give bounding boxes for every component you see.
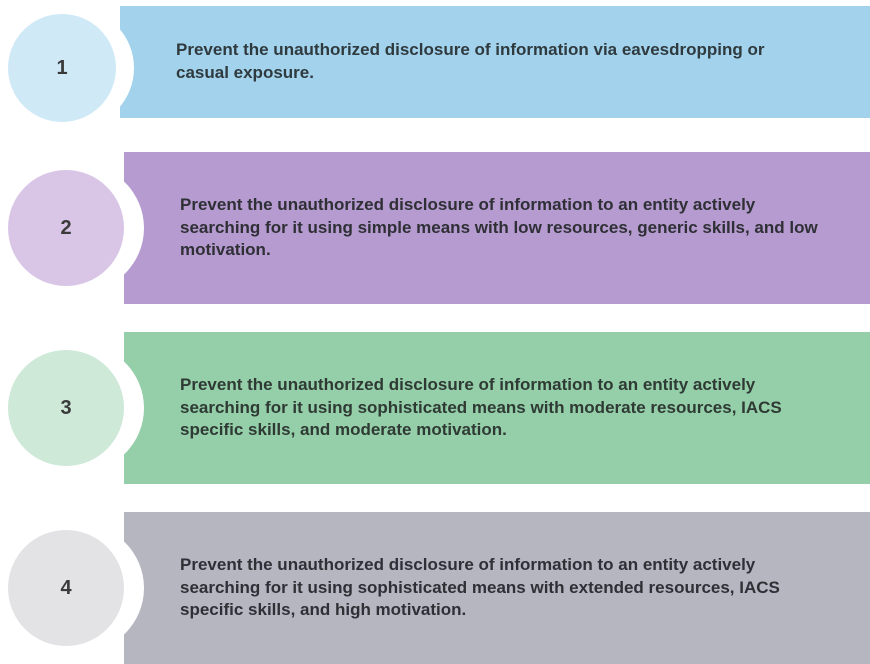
- level-banner-4: Prevent the unauthorized disclosure of i…: [124, 512, 870, 664]
- level-row-1: Prevent the unauthorized disclosure of i…: [0, 0, 870, 124]
- level-banner-1: Prevent the unauthorized disclosure of i…: [120, 6, 870, 118]
- level-number-circle-1: 1: [8, 14, 116, 122]
- level-number-circle-2: 2: [8, 170, 124, 286]
- level-text-4: Prevent the unauthorized disclosure of i…: [180, 554, 820, 623]
- level-number-3: 3: [60, 397, 71, 420]
- level-number-1: 1: [56, 57, 67, 80]
- level-number-4: 4: [60, 577, 71, 600]
- level-number-circle-3: 3: [8, 350, 124, 466]
- level-row-2: Prevent the unauthorized disclosure of i…: [0, 152, 870, 304]
- level-text-2: Prevent the unauthorized disclosure of i…: [180, 194, 820, 263]
- level-banner-3: Prevent the unauthorized disclosure of i…: [124, 332, 870, 484]
- level-banner-2: Prevent the unauthorized disclosure of i…: [124, 152, 870, 304]
- level-number-circle-4: 4: [8, 530, 124, 646]
- security-levels-infographic: Prevent the unauthorized disclosure of i…: [0, 0, 870, 664]
- level-text-3: Prevent the unauthorized disclosure of i…: [180, 374, 820, 443]
- level-row-3: Prevent the unauthorized disclosure of i…: [0, 332, 870, 484]
- level-number-2: 2: [60, 217, 71, 240]
- level-text-1: Prevent the unauthorized disclosure of i…: [176, 39, 816, 85]
- level-row-4: Prevent the unauthorized disclosure of i…: [0, 512, 870, 664]
